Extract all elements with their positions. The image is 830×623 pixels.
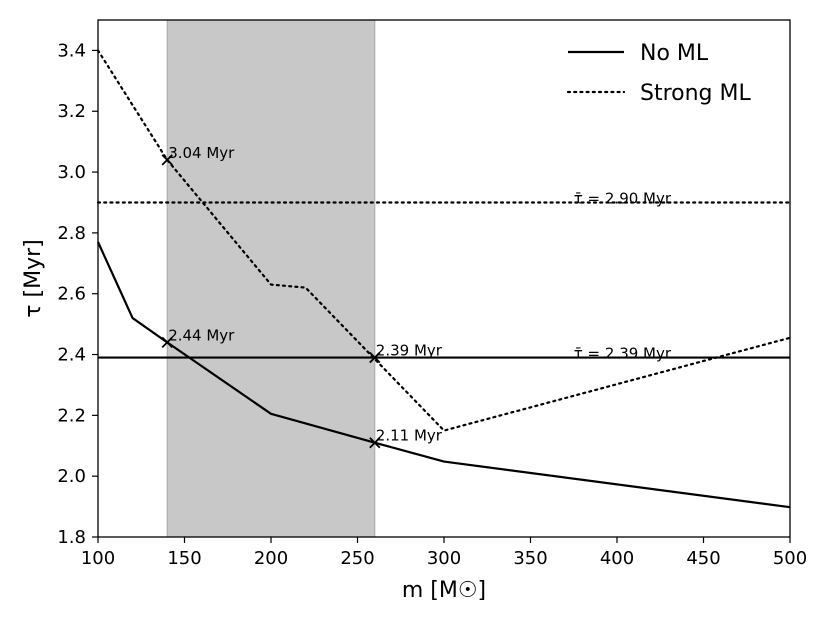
y-tick-label: 3.4: [57, 40, 86, 61]
x-axis-label: m [M☉]: [402, 578, 486, 603]
x-tick-label: 300: [427, 548, 461, 569]
y-tick-label: 2.8: [57, 223, 86, 244]
y-tick-label: 2.2: [57, 405, 86, 426]
mean-line-label-1: τ̄ = 2.39 Myr: [574, 345, 672, 363]
legend-label-0: No ML: [640, 41, 709, 66]
y-tick-label: 2.4: [57, 345, 86, 366]
marker-x-0: [161, 154, 173, 166]
x-tick-label: 200: [254, 548, 288, 569]
series-line-no-ml: [96, 241, 791, 509]
y-tick-label: 2.0: [57, 466, 86, 487]
x-tick-label: 350: [513, 548, 547, 569]
y-tick-label: 2.6: [57, 284, 86, 305]
marker-label-0: 3.04 Myr: [168, 144, 235, 162]
marker-label-3: 2.11 Myr: [376, 427, 443, 445]
marker-label-1: 2.44 Myr: [168, 326, 235, 344]
marker-x-3: [369, 437, 381, 449]
x-tick-label: 400: [600, 548, 634, 569]
x-tick-label: 500: [773, 548, 807, 569]
x-tick-label: 450: [686, 548, 720, 569]
series-line-strong-ml: [96, 49, 792, 432]
marker-x-1: [161, 336, 173, 349]
y-tick-label: 3.0: [57, 162, 86, 183]
x-tick-label: 100: [81, 548, 115, 569]
plot-area: τ̄ = 2.90 Myr τ̄ = 2.39 Myr 3.04 Myr 2.44 M…: [21, 19, 807, 603]
y-axis-label: τ [Myr]: [21, 239, 46, 317]
x-tick-label: 150: [167, 548, 201, 569]
y-tick-label: 3.2: [57, 101, 86, 122]
mean-line-label-0: τ̄ = 2.90 Myr: [574, 189, 672, 207]
shaded-region: [166, 19, 376, 538]
y-tick-label: 1.8: [57, 527, 86, 548]
x-tick-label: 250: [340, 548, 374, 569]
legend-label-1: Strong ML: [640, 81, 751, 106]
marker-label-2: 2.39 Myr: [376, 342, 443, 360]
marker-x-2: [369, 351, 381, 364]
